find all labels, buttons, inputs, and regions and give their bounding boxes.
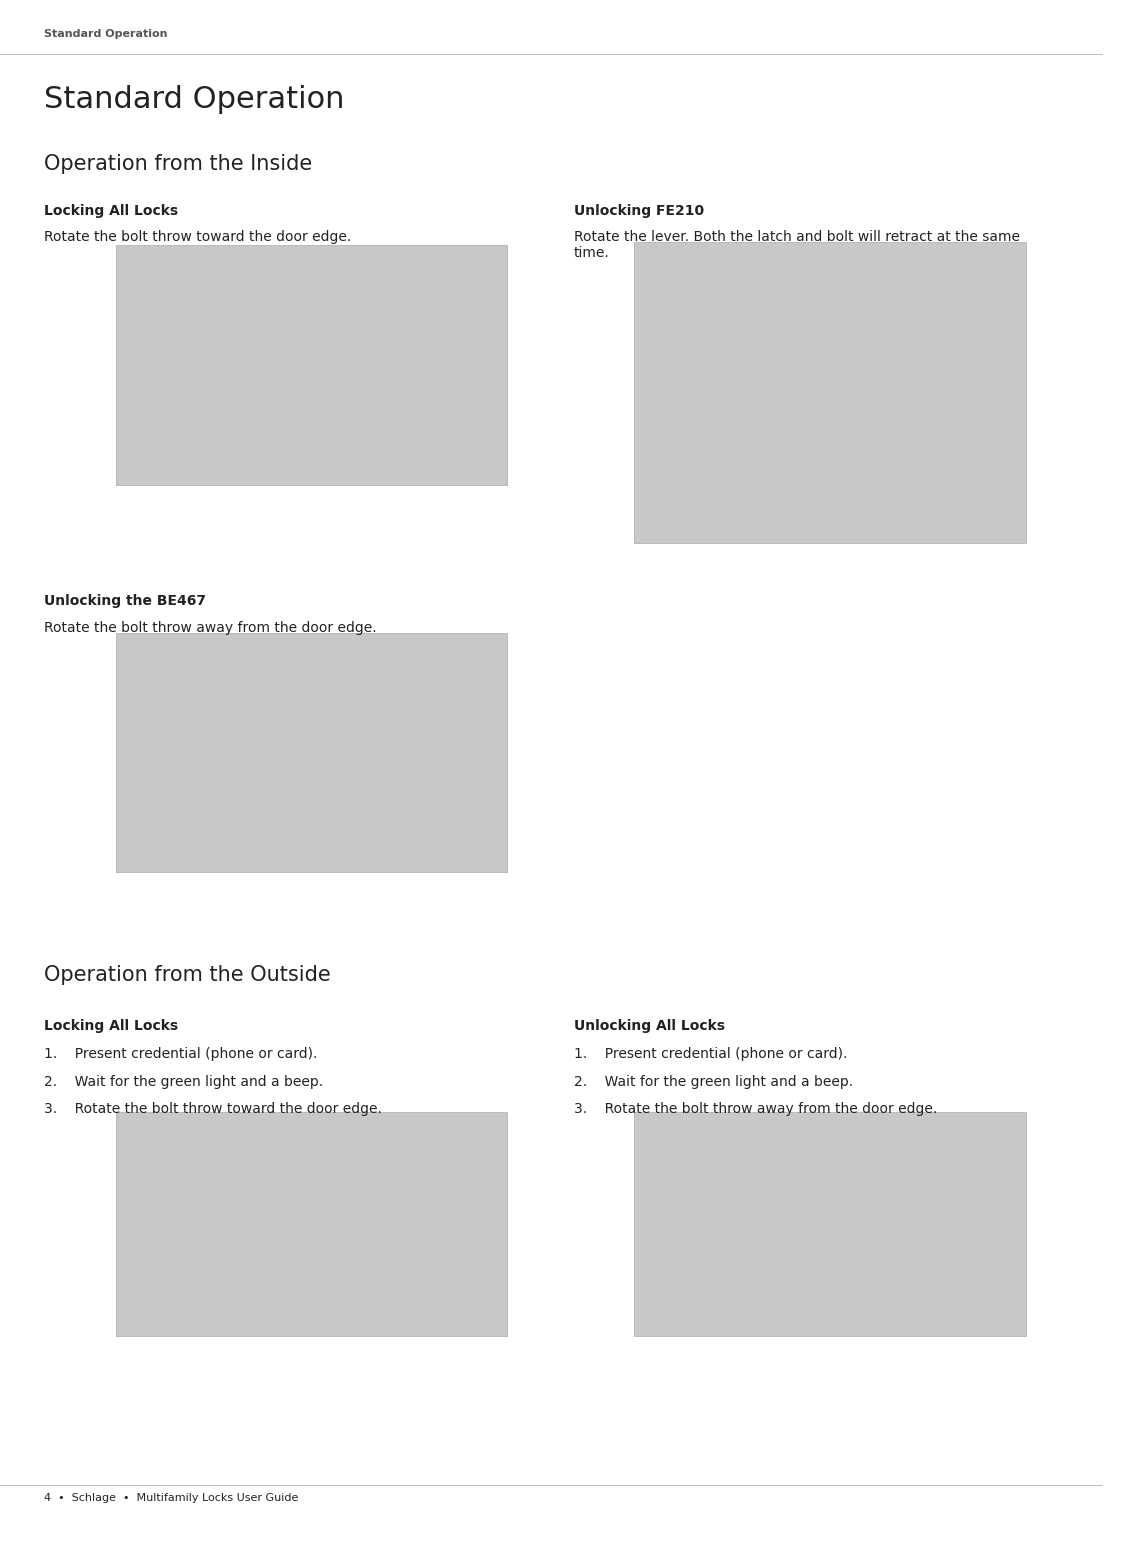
Text: Operation from the Inside: Operation from the Inside bbox=[44, 154, 313, 174]
Bar bbox=[634, 1112, 1026, 1336]
Text: 2.    Wait for the green light and a beep.: 2. Wait for the green light and a beep. bbox=[44, 1075, 323, 1089]
Text: Standard Operation: Standard Operation bbox=[44, 85, 344, 114]
Text: Rotate the bolt throw away from the door edge.: Rotate the bolt throw away from the door… bbox=[44, 621, 377, 635]
Bar bbox=[116, 1112, 507, 1336]
Text: Locking All Locks: Locking All Locks bbox=[44, 204, 178, 218]
Text: Unlocking All Locks: Unlocking All Locks bbox=[574, 1019, 725, 1033]
Text: Unlocking FE210: Unlocking FE210 bbox=[574, 204, 703, 218]
Text: Rotate the lever. Both the latch and bolt will retract at the same
time.: Rotate the lever. Both the latch and bol… bbox=[574, 230, 1019, 261]
Text: 1.    Present credential (phone or card).: 1. Present credential (phone or card). bbox=[44, 1047, 317, 1061]
Text: Standard Operation: Standard Operation bbox=[44, 29, 167, 39]
Text: 3.    Rotate the bolt throw toward the door edge.: 3. Rotate the bolt throw toward the door… bbox=[44, 1102, 382, 1116]
Text: Operation from the Outside: Operation from the Outside bbox=[44, 965, 331, 985]
Bar bbox=[634, 242, 1026, 543]
Bar bbox=[116, 633, 507, 872]
Text: 1.    Present credential (phone or card).: 1. Present credential (phone or card). bbox=[574, 1047, 847, 1061]
Text: 4  •  Schlage  •  Multifamily Locks User Guide: 4 • Schlage • Multifamily Locks User Gui… bbox=[44, 1493, 298, 1502]
Bar bbox=[116, 245, 507, 485]
Text: Rotate the bolt throw toward the door edge.: Rotate the bolt throw toward the door ed… bbox=[44, 230, 351, 244]
Text: Unlocking the BE467: Unlocking the BE467 bbox=[44, 594, 207, 608]
Text: Locking All Locks: Locking All Locks bbox=[44, 1019, 178, 1033]
Text: 2.    Wait for the green light and a beep.: 2. Wait for the green light and a beep. bbox=[574, 1075, 852, 1089]
Text: 3.    Rotate the bolt throw away from the door edge.: 3. Rotate the bolt throw away from the d… bbox=[574, 1102, 937, 1116]
